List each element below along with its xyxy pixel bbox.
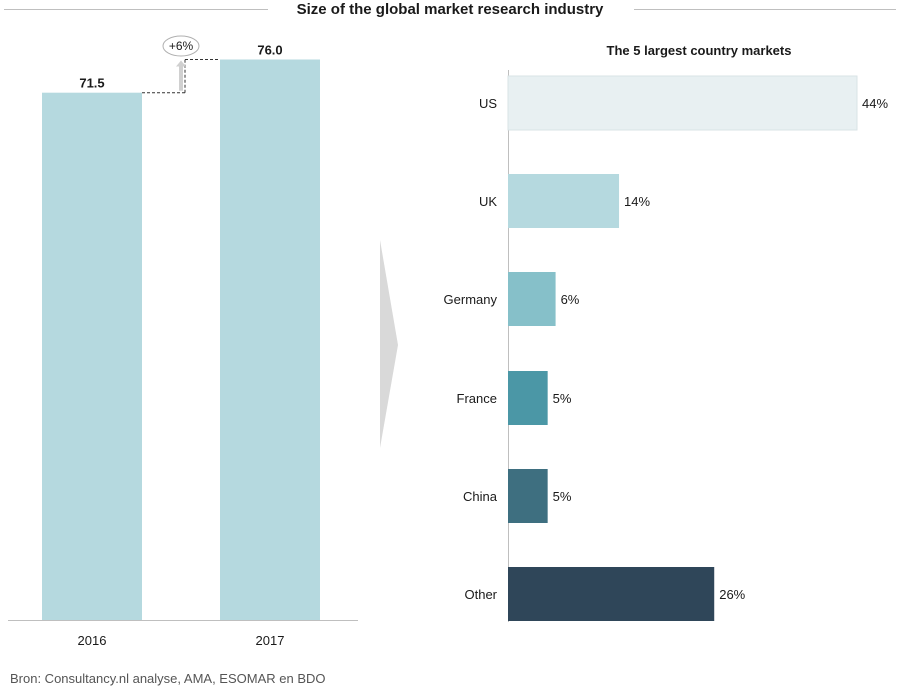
y-tick-label-uk: UK <box>479 194 497 209</box>
bar-value-label-china: 5% <box>553 489 572 504</box>
bar-value-label-uk: 14% <box>624 194 650 209</box>
bar-value-label-germany: 6% <box>561 292 580 307</box>
y-tick-label-germany: Germany <box>444 292 498 307</box>
bar-china <box>508 469 548 523</box>
bar-value-label-2016: 71.5 <box>79 76 104 91</box>
bar-germany <box>508 272 556 326</box>
country-markets-chart: The 5 largest country markets US 44% UK 14%… <box>444 43 888 622</box>
y-tick-label-other: Other <box>464 587 497 602</box>
left-chart-bars: 71.5 2016 76.0 2017 <box>42 43 320 648</box>
growth-bubble <box>162 35 200 57</box>
y-tick-label-france: France <box>457 391 497 406</box>
bar-other <box>508 567 715 621</box>
title-rule-left <box>4 9 268 10</box>
bar-2016 <box>42 92 142 620</box>
growth-label: +6% <box>169 39 194 53</box>
country-markets-title: The 5 largest country markets <box>607 43 792 58</box>
bar-france <box>508 371 548 425</box>
x-tick-label-2016: 2016 <box>78 633 107 648</box>
bar-uk <box>508 174 620 228</box>
title-rule-right <box>634 9 896 10</box>
growth-arrow-icon <box>176 60 186 67</box>
bar-us <box>507 75 858 131</box>
page-title: Size of the global market research indus… <box>296 1 604 18</box>
charts-canvas: 71.5 2016 76.0 2017 +6% The 5 largest count… <box>8 35 888 648</box>
growth-annotation: +6% <box>142 35 220 94</box>
growth-arrow-shaft <box>179 65 183 91</box>
y-tick-label-us: US <box>479 96 497 111</box>
right-chart-bars: US 44% UK 14% Germany 6% France 5% China 5% Other 2… <box>444 75 888 621</box>
bar-2017 <box>220 59 320 620</box>
bar-value-label-us: 44% <box>862 96 888 111</box>
market-size-chart: 71.5 2016 76.0 2017 +6% <box>8 35 358 648</box>
bar-value-label-other: 26% <box>719 587 745 602</box>
transition-arrow-icon <box>380 240 398 448</box>
bar-value-label-2017: 76.0 <box>257 43 282 58</box>
y-tick-label-china: China <box>463 489 498 504</box>
x-tick-label-2017: 2017 <box>256 633 285 648</box>
source-note: Bron: Consultancy.nl analyse, AMA, ESOMA… <box>10 671 326 686</box>
bar-value-label-france: 5% <box>553 391 572 406</box>
